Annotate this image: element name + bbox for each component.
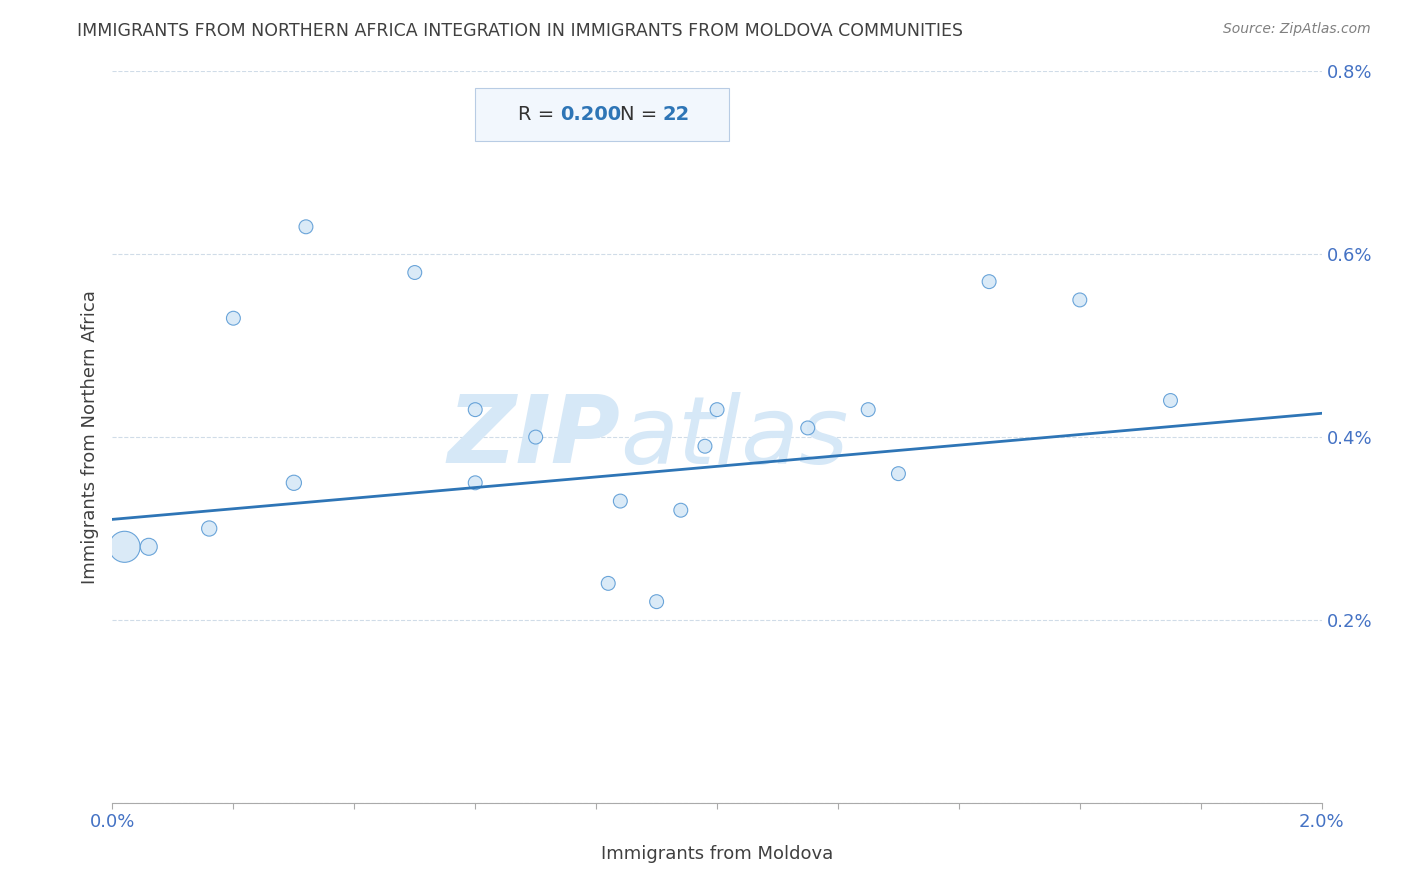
Point bbox=[979, 275, 1001, 289]
Point bbox=[198, 521, 221, 535]
Text: ZIP: ZIP bbox=[447, 391, 620, 483]
Point bbox=[283, 475, 305, 490]
Point bbox=[464, 475, 486, 490]
Point bbox=[1159, 393, 1181, 408]
Text: R =: R = bbox=[517, 105, 560, 124]
Point bbox=[404, 266, 426, 280]
Text: IMMIGRANTS FROM NORTHERN AFRICA INTEGRATION IN IMMIGRANTS FROM MOLDOVA COMMUNITI: IMMIGRANTS FROM NORTHERN AFRICA INTEGRAT… bbox=[77, 22, 963, 40]
Point bbox=[856, 402, 880, 417]
Point bbox=[887, 467, 910, 481]
Text: N =: N = bbox=[620, 105, 664, 124]
Point bbox=[114, 540, 136, 554]
Point bbox=[464, 402, 486, 417]
Point bbox=[609, 494, 631, 508]
Point bbox=[1069, 293, 1091, 307]
Point bbox=[693, 439, 716, 453]
Point bbox=[669, 503, 692, 517]
Text: 0.200: 0.200 bbox=[560, 105, 621, 124]
Text: atlas: atlas bbox=[620, 392, 849, 483]
Point bbox=[645, 594, 668, 608]
Point bbox=[138, 540, 160, 554]
Point bbox=[222, 311, 245, 326]
Point bbox=[598, 576, 620, 591]
Point bbox=[524, 430, 547, 444]
FancyBboxPatch shape bbox=[475, 88, 730, 141]
Point bbox=[706, 402, 728, 417]
Point bbox=[295, 219, 318, 234]
Text: Source: ZipAtlas.com: Source: ZipAtlas.com bbox=[1223, 22, 1371, 37]
Point bbox=[796, 421, 818, 435]
X-axis label: Immigrants from Moldova: Immigrants from Moldova bbox=[600, 845, 834, 863]
Text: 22: 22 bbox=[662, 105, 690, 124]
Y-axis label: Immigrants from Northern Africa: Immigrants from Northern Africa bbox=[80, 290, 98, 584]
